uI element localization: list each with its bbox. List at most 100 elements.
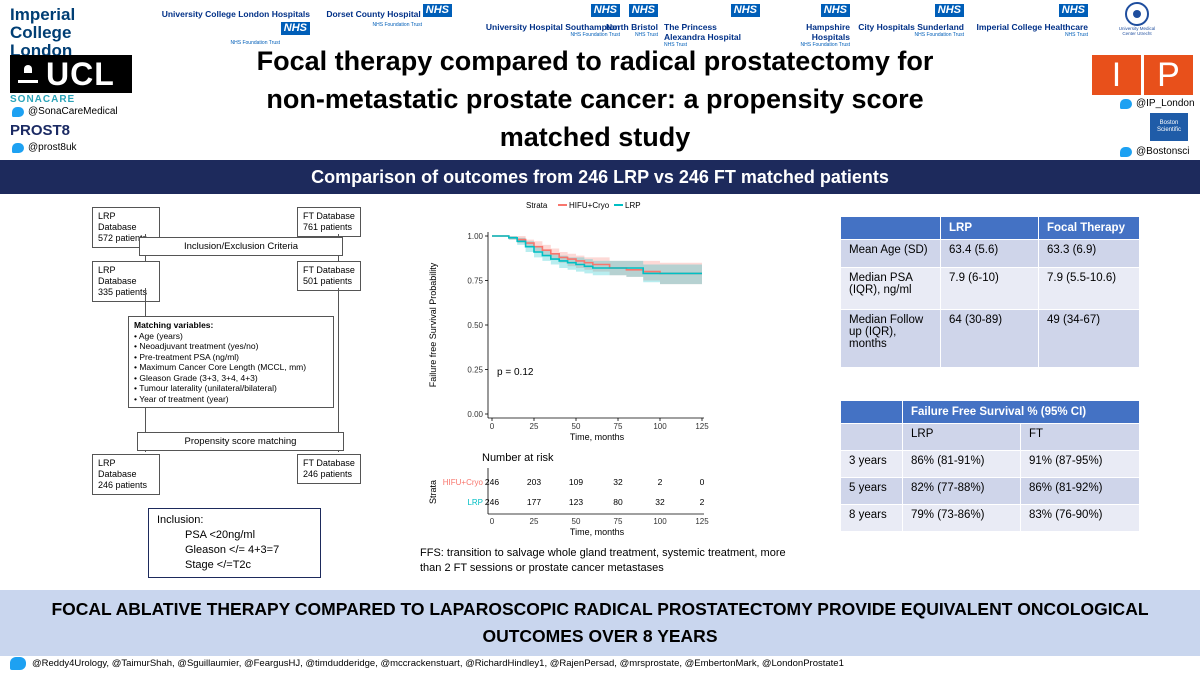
x-tick-label: 25 <box>530 422 539 431</box>
flow-ft-database-3: FT Database 246 patients <box>297 454 361 484</box>
risk-value: 177 <box>527 497 541 507</box>
prost8-twitter-handle[interactable]: @prost8uk <box>12 142 77 153</box>
risk-value: 203 <box>527 477 541 487</box>
footer-handles[interactable]: @Reddy4Urology, @TaimurShah, @Sguillaumi… <box>10 657 844 670</box>
conclusion-banner: FOCAL ABLATIVE THERAPY COMPARED TO LAPAR… <box>0 590 1200 656</box>
survival-curve-lrp <box>492 235 702 275</box>
y-tick-label: 0.25 <box>467 366 483 375</box>
risk-x-tick-label: 125 <box>695 517 709 526</box>
flow-ft-database: FT Database 761 patients <box>297 207 361 237</box>
flow-ft-database-2: FT Database 501 patients <box>297 261 361 291</box>
risk-value: 246 <box>485 497 499 507</box>
section-banner: Comparison of outcomes from 246 LRP vs 2… <box>0 160 1200 194</box>
poster-title: Focal therapy compared to radical prosta… <box>256 46 934 152</box>
table-row: 3 years 86% (81-91%) 91% (87-95%) <box>840 450 1140 478</box>
baseline-header-ft: Focal Therapy <box>1038 216 1140 240</box>
matching-item: • Gleason Grade (3+3, 3+4, 4+3) <box>134 372 258 383</box>
risk-value: 32 <box>655 497 665 507</box>
risk-value: 2 <box>658 477 663 487</box>
sonacare-logo: SONACARE <box>10 94 76 105</box>
flow-lrp-database-2: LRP Database 335 patients <box>92 261 160 302</box>
table-row: Median Follow up (IQR), months 64 (30-89)… <box>840 309 1140 368</box>
hospital-logo-hampshire: NHS Hampshire Hospitals NHS Foundation T… <box>800 4 850 48</box>
risk-value: 0 <box>700 477 705 487</box>
y-axis-label: Failure free Survival Probability <box>428 262 438 387</box>
ip-logo: I P <box>1092 55 1193 95</box>
y-tick-label: 0.75 <box>467 277 483 286</box>
hospital-logo-princess-alexandra: NHS The Princess Alexandra Hospital NHS … <box>664 4 760 48</box>
x-tick-label: 100 <box>653 422 667 431</box>
hospital-logo-dorset: Dorset County Hospital NHS NHS Foundation… <box>318 4 452 28</box>
hospital-logo-imperial-healthcare: NHS Imperial College Healthcare NHS Trus… <box>976 4 1088 38</box>
x-tick-label: 0 <box>490 422 495 431</box>
risk-row-label: HIFU+Cryo <box>443 478 484 487</box>
survival-curve-hifu-cryo <box>492 235 702 275</box>
baseline-header-blank <box>840 216 941 240</box>
matching-item: • Neoadjuvant treatment (yes/no) <box>134 341 259 351</box>
table-row: Median PSA (IQR), ng/ml 7.9 (6-10) 7.9 (5.… <box>840 267 1140 310</box>
ip-twitter-handle[interactable]: @IP_London <box>1120 98 1195 109</box>
x-tick-label: 75 <box>614 422 623 431</box>
risk-table-title: Number at risk <box>482 452 554 464</box>
risk-x-tick-label: 0 <box>490 517 495 526</box>
x-axis-label: Time, months <box>570 432 625 442</box>
ffs-table: Failure Free Survival % (95% CI) LRP FT … <box>840 400 1140 532</box>
matching-item: • Maximum Cancer Core Length (MCCL, mm) <box>134 362 307 372</box>
matching-item: • Tumour laterality (unilateral/bilatera… <box>134 383 277 393</box>
risk-value: 246 <box>485 477 499 487</box>
matching-item: • Year of treatment (year) <box>134 393 229 404</box>
table-row: 8 years 79% (73-86%) 83% (76-90%) <box>840 504 1140 532</box>
twitter-icon <box>10 657 26 670</box>
hospital-logo-north-bristol: NHS North Bristol NHS Trust <box>606 4 658 38</box>
flow-inclusion-criteria: Inclusion/Exclusion Criteria <box>139 237 343 256</box>
risk-value: 2 <box>700 497 705 507</box>
risk-x-tick-label: 75 <box>614 517 623 526</box>
baseline-header-lrp: LRP <box>940 216 1039 240</box>
risk-row-label: LRP <box>467 498 483 507</box>
legend-title: Strata <box>526 201 548 210</box>
risk-x-tick-label: 100 <box>653 517 667 526</box>
risk-x-tick-label: 50 <box>572 517 581 526</box>
imperial-logo: Imperial College London <box>10 5 76 60</box>
x-tick-label: 125 <box>695 422 709 431</box>
hospital-logo-sunderland: NHS City Hospitals Sunderland NHS Founda… <box>858 4 964 38</box>
risk-value: 80 <box>613 497 623 507</box>
matching-item: • Age (years) <box>134 330 183 341</box>
y-tick-label: 0.00 <box>467 410 483 419</box>
inclusion-criteria-box: Inclusion: PSA <20ng/ml Gleason </= 4+3=… <box>148 508 321 578</box>
risk-value: 123 <box>569 497 583 507</box>
boston-twitter-handle[interactable]: @Bostonsci <box>1120 146 1190 157</box>
flow-matching-variables: Matching variables: • Age (years) • Neoa… <box>128 316 334 408</box>
kaplan-meier-chart: Strata HIFU+Cryo LRP 0.00 0.25 0.50 0.75 1.00 0 2… <box>428 201 709 537</box>
baseline-table: LRP Focal Therapy Mean Age (SD) 63.4 (5.6… <box>840 216 1140 368</box>
risk-x-label: Time, months <box>570 527 625 537</box>
legend-label: HIFU+Cryo <box>569 201 610 210</box>
flow-lrp-database-3: LRP Database 246 patients <box>92 454 160 495</box>
boston-scientific-logo: Boston Scientific <box>1150 113 1188 141</box>
prost8-logo: PROST8 <box>10 122 71 139</box>
table-row: 5 years 82% (77-88%) 86% (81-92%) <box>840 477 1140 505</box>
y-tick-label: 1.00 <box>467 232 483 241</box>
umc-utrecht-logo: University Medical Center Utrecht <box>1115 2 1159 36</box>
ffs-table-title: Failure Free Survival % (95% CI) <box>902 400 1140 424</box>
hospital-logo-uclh: University College London HospitalsNHS N… <box>161 9 310 46</box>
legend-label: LRP <box>625 201 641 210</box>
ffs-definition: FFS: transition to salvage whole gland t… <box>420 547 786 574</box>
ucl-logo: UCL <box>10 55 132 93</box>
twitter-icon <box>12 106 24 117</box>
matching-item: • Pre-treatment PSA (ng/ml) <box>134 351 240 362</box>
y-tick-label: 0.50 <box>467 321 483 330</box>
table-row: LRP FT <box>840 423 1140 451</box>
twitter-icon <box>1120 146 1132 157</box>
twitter-icon <box>12 142 24 153</box>
risk-value: 109 <box>569 477 583 487</box>
table-row: Mean Age (SD) 63.4 (5.6) 63.3 (6.9) <box>840 239 1140 268</box>
risk-y-label: Strata <box>428 480 438 504</box>
twitter-icon <box>1120 98 1132 109</box>
x-tick-label: 50 <box>572 422 581 431</box>
hospital-logo-southampton: NHS University Hospital Southampton NHS … <box>485 4 620 38</box>
risk-x-tick-label: 25 <box>530 517 539 526</box>
sonacare-twitter-handle[interactable]: @SonaCareMedical <box>12 106 118 117</box>
flow-propensity-matching: Propensity score matching <box>137 432 344 451</box>
p-value-annotation: p = 0.12 <box>497 367 534 378</box>
